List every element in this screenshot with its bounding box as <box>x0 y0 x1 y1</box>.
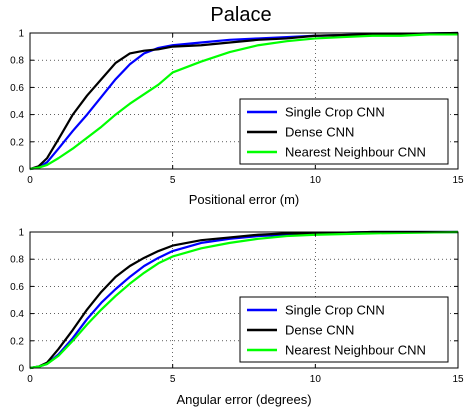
y-tick-label: 0.6 <box>10 282 24 293</box>
legend-label-3: Nearest Neighbour CNN <box>285 343 426 358</box>
x-tick-label: 10 <box>310 175 322 186</box>
series-line-3 <box>29 33 458 171</box>
legend-label-1: Single Crop CNN <box>285 303 385 318</box>
x-tick-label: 5 <box>170 175 176 186</box>
series-line-2 <box>29 31 459 171</box>
x-tick-label: 10 <box>310 374 322 385</box>
x-tick-label: 5 <box>170 374 176 385</box>
legend-label-2: Dense CNN <box>285 323 354 338</box>
x-axis-label: Positional error (m) <box>189 192 300 207</box>
legend-label-1: Single Crop CNN <box>285 105 385 120</box>
y-tick-label: 0 <box>18 165 24 176</box>
y-tick-label: 1 <box>18 29 24 40</box>
legend-label-2: Dense CNN <box>285 125 354 140</box>
y-tick-label: 1 <box>18 228 24 239</box>
series-line-2 <box>29 230 458 370</box>
y-tick-label: 0.8 <box>10 255 24 266</box>
series-line-3 <box>29 230 459 370</box>
x-axis-label: Angular error (degrees) <box>176 392 311 407</box>
x-tick-label: 0 <box>27 175 33 186</box>
y-tick-label: 0.2 <box>10 137 24 148</box>
y-tick-label: 0.4 <box>10 309 24 320</box>
figure-title: Palace <box>210 4 271 26</box>
series-line-1 <box>29 31 459 171</box>
y-tick-label: 0 <box>18 364 24 375</box>
y-tick-label: 0.8 <box>10 56 24 67</box>
legend-label-3: Nearest Neighbour CNN <box>285 145 426 160</box>
axes-box <box>29 32 459 170</box>
y-tick-label: 0.4 <box>10 110 24 121</box>
plot-positional-error: 0 5 10 15 0 0.2 0.4 0.6 0.8 1 Positional error (m)… <box>10 29 464 208</box>
x-tick-label: 15 <box>452 175 464 186</box>
x-tick-label: 15 <box>452 374 464 385</box>
y-tick-label: 0.6 <box>10 83 24 94</box>
x-tick-label: 0 <box>27 374 33 385</box>
y-tick-label: 0.2 <box>10 336 24 347</box>
axes-box <box>29 231 459 369</box>
plot-angular-error: 0 5 10 15 0 0.2 0.4 0.6 0.8 1 Angular error (degre… <box>10 228 464 408</box>
